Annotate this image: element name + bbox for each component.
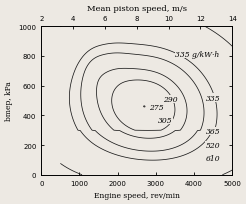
Text: 290: 290: [164, 95, 178, 103]
Text: 335 g/kW·h: 335 g/kW·h: [175, 51, 219, 59]
Text: 610: 610: [205, 154, 220, 162]
Text: 520: 520: [205, 141, 220, 149]
Text: 275: 275: [149, 103, 164, 111]
Text: 305: 305: [158, 116, 172, 124]
Y-axis label: bmep, kPa: bmep, kPa: [5, 81, 13, 121]
Text: 365: 365: [205, 127, 220, 135]
Text: 335: 335: [205, 94, 220, 102]
X-axis label: Engine speed, rev/min: Engine speed, rev/min: [94, 191, 180, 199]
X-axis label: Mean piston speed, m/s: Mean piston speed, m/s: [87, 5, 187, 13]
